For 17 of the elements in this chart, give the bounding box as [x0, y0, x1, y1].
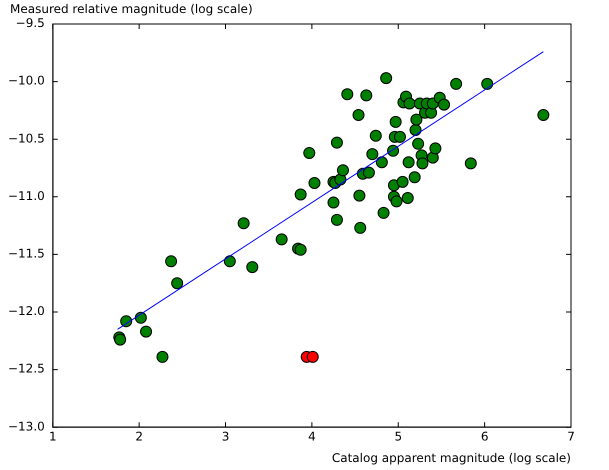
y-tick-label: −10.0 — [8, 74, 45, 88]
y-axis-title: Measured relative magnitude (log scale) — [10, 2, 253, 16]
x-tick-label: 7 — [567, 430, 575, 444]
x-tick-label: 6 — [480, 430, 488, 444]
y-tick-label: −13.0 — [8, 419, 45, 434]
y-tick-label: −10.5 — [8, 131, 45, 146]
y-tick-label: −12.5 — [8, 362, 45, 376]
x-tick-label: 4 — [308, 430, 316, 444]
x-tick-label: 1 — [48, 430, 57, 444]
y-tick-label: −12.0 — [8, 304, 45, 318]
y-tick-label: −11.5 — [8, 246, 45, 261]
x-axis-title: Catalog apparent magnitude (log scale) — [332, 450, 571, 465]
y-tick-label: −9.5 — [16, 16, 45, 30]
x-tick-label: 5 — [394, 430, 402, 444]
y-tick-label: −11.0 — [8, 188, 45, 203]
x-tick-label: 3 — [222, 430, 230, 444]
x-tick-label: 2 — [135, 430, 143, 444]
